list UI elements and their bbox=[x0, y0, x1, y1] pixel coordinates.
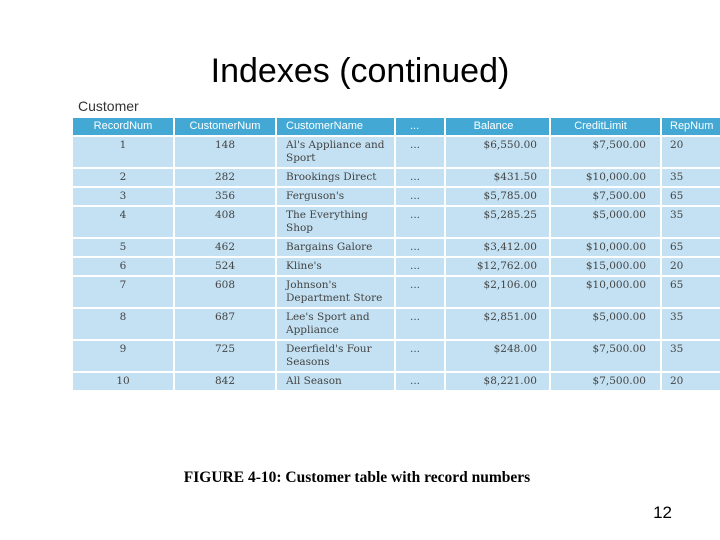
customer-name-cell: The Everything Shop bbox=[275, 205, 396, 239]
table-row: 3 356 Ferguson's... $5,785.00 $7,500.00 65 bbox=[71, 186, 720, 207]
column-header-repnum: RepNum bbox=[660, 116, 720, 137]
credit-limit-cell: $10,000.00 bbox=[549, 237, 662, 258]
balance-cell: $5,785.00 bbox=[444, 186, 551, 207]
customer-name-cell: Johnson's Department Store bbox=[275, 275, 396, 309]
balance-cell: $2,851.00 bbox=[444, 307, 551, 341]
customer-num-cell: 725 bbox=[173, 339, 277, 373]
balance-cell: $5,285.25 bbox=[444, 205, 551, 239]
column-header-customername: CustomerName bbox=[275, 116, 396, 137]
record-num-cell: 8 bbox=[71, 307, 175, 341]
column-header-customernum: CustomerNum bbox=[173, 116, 277, 137]
table-row: 2 282 Brookings Direct... $431.50 $10,000.00… bbox=[71, 167, 720, 188]
customer-name-cell: Kline's bbox=[275, 256, 396, 277]
table-header-row: RecordNum CustomerNum CustomerName ... B… bbox=[71, 116, 720, 137]
customer-num-cell: 608 bbox=[173, 275, 277, 309]
customer-num-cell: 842 bbox=[173, 371, 277, 392]
customer-num-cell: 148 bbox=[173, 135, 277, 169]
ellipsis-cell: ... bbox=[394, 371, 446, 392]
rep-num-cell: 65 bbox=[660, 237, 720, 258]
record-num-cell: 9 bbox=[71, 339, 175, 373]
credit-limit-cell: $7,500.00 bbox=[549, 339, 662, 373]
ellipsis-cell: ... bbox=[394, 275, 446, 309]
customer-num-cell: 687 bbox=[173, 307, 277, 341]
page-number: 12 bbox=[653, 503, 672, 522]
table-row: 7 608 Johnson's Department Store... $2,106.… bbox=[71, 275, 720, 309]
record-num-cell: 1 bbox=[71, 135, 175, 169]
ellipsis-cell: ... bbox=[394, 167, 446, 188]
ellipsis-cell: ... bbox=[394, 135, 446, 169]
rep-num-cell: 65 bbox=[660, 186, 720, 207]
customer-name-cell: All Season bbox=[275, 371, 396, 392]
balance-cell: $8,221.00 bbox=[444, 371, 551, 392]
record-num-cell: 6 bbox=[71, 256, 175, 277]
ellipsis-cell: ... bbox=[394, 339, 446, 373]
table-row: 1 148 Al's Appliance and Sport... $6,550.00… bbox=[71, 135, 720, 169]
customer-num-cell: 282 bbox=[173, 167, 277, 188]
record-num-cell: 7 bbox=[71, 275, 175, 309]
ellipsis-cell: ... bbox=[394, 186, 446, 207]
balance-cell: $431.50 bbox=[444, 167, 551, 188]
column-header-recordnum: RecordNum bbox=[71, 116, 175, 137]
rep-num-cell: 35 bbox=[660, 205, 720, 239]
customer-num-cell: 462 bbox=[173, 237, 277, 258]
ellipsis-cell: ... bbox=[394, 307, 446, 341]
customer-num-cell: 356 bbox=[173, 186, 277, 207]
rep-num-cell: 35 bbox=[660, 167, 720, 188]
credit-limit-cell: $7,500.00 bbox=[549, 135, 662, 169]
rep-num-cell: 35 bbox=[660, 307, 720, 341]
balance-cell: $2,106.00 bbox=[444, 275, 551, 309]
customer-num-cell: 524 bbox=[173, 256, 277, 277]
rep-num-cell: 20 bbox=[660, 256, 720, 277]
balance-cell: $248.00 bbox=[444, 339, 551, 373]
rep-num-cell: 65 bbox=[660, 275, 720, 309]
customer-name-cell: Bargains Galore bbox=[275, 237, 396, 258]
column-header-ellipsis: ... bbox=[394, 116, 446, 137]
rep-num-cell: 20 bbox=[660, 135, 720, 169]
table-caption: Customer bbox=[78, 98, 139, 114]
customer-name-cell: Ferguson's bbox=[275, 186, 396, 207]
ellipsis-cell: ... bbox=[394, 256, 446, 277]
record-num-cell: 5 bbox=[71, 237, 175, 258]
record-num-cell: 4 bbox=[71, 205, 175, 239]
rep-num-cell: 35 bbox=[660, 339, 720, 373]
table-body: 1 148 Al's Appliance and Sport... $6,550.00… bbox=[71, 135, 720, 392]
table-row: 10 842 All Season... $8,221.00 $7,500.00 20 bbox=[71, 371, 720, 392]
table-row: 9 725 Deerfield's Four Seasons... $248.00 $7… bbox=[71, 339, 720, 373]
table-row: 4 408 The Everything Shop... $5,285.25 $5,00… bbox=[71, 205, 720, 239]
figure-caption: FIGURE 4-10: Customer table with record … bbox=[183, 469, 531, 486]
credit-limit-cell: $7,500.00 bbox=[549, 186, 662, 207]
column-header-creditlimit: CreditLimit bbox=[549, 116, 662, 137]
rep-num-cell: 20 bbox=[660, 371, 720, 392]
customer-name-cell: Deerfield's Four Seasons bbox=[275, 339, 396, 373]
column-header-balance: Balance bbox=[444, 116, 551, 137]
ellipsis-cell: ... bbox=[394, 205, 446, 239]
credit-limit-cell: $15,000.00 bbox=[549, 256, 662, 277]
record-num-cell: 2 bbox=[71, 167, 175, 188]
table-row: 5 462 Bargains Galore... $3,412.00 $10,000.0… bbox=[71, 237, 720, 258]
customer-num-cell: 408 bbox=[173, 205, 277, 239]
record-num-cell: 3 bbox=[71, 186, 175, 207]
credit-limit-cell: $5,000.00 bbox=[549, 205, 662, 239]
credit-limit-cell: $5,000.00 bbox=[549, 307, 662, 341]
credit-limit-cell: $10,000.00 bbox=[549, 275, 662, 309]
slide-title: Indexes (continued) bbox=[210, 52, 510, 90]
credit-limit-cell: $7,500.00 bbox=[549, 371, 662, 392]
customer-table: RecordNum CustomerNum CustomerName ... B… bbox=[71, 116, 720, 392]
balance-cell: $3,412.00 bbox=[444, 237, 551, 258]
balance-cell: $6,550.00 bbox=[444, 135, 551, 169]
credit-limit-cell: $10,000.00 bbox=[549, 167, 662, 188]
customer-name-cell: Brookings Direct bbox=[275, 167, 396, 188]
table-row: 6 524 Kline's... $12,762.00 $15,000.00 20 bbox=[71, 256, 720, 277]
ellipsis-cell: ... bbox=[394, 237, 446, 258]
record-num-cell: 10 bbox=[71, 371, 175, 392]
table-row: 8 687 Lee's Sport and Appliance... $2,851.0… bbox=[71, 307, 720, 341]
customer-name-cell: Lee's Sport and Appliance bbox=[275, 307, 396, 341]
customer-name-cell: Al's Appliance and Sport bbox=[275, 135, 396, 169]
balance-cell: $12,762.00 bbox=[444, 256, 551, 277]
